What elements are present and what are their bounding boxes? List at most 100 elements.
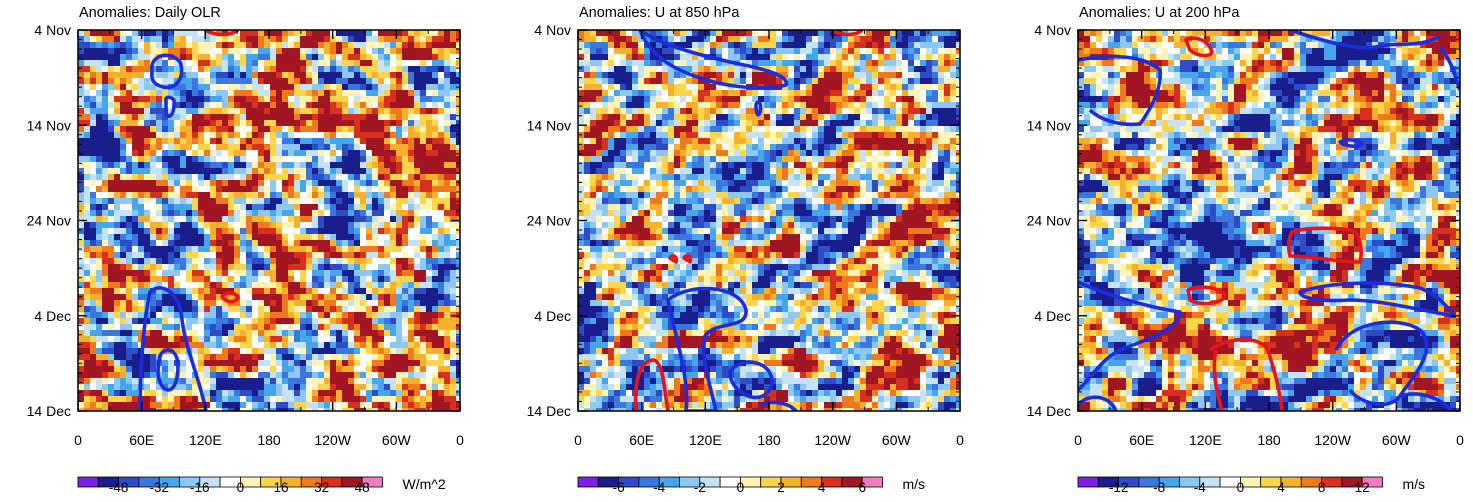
heatmap-cell: [294, 390, 301, 397]
heatmap-cell: [438, 336, 445, 343]
heatmap-cell: [78, 108, 85, 115]
heatmap-cell: [282, 204, 289, 211]
heatmap-cell: [878, 84, 885, 91]
heatmap-cell: [794, 30, 801, 37]
heatmap-cell: [390, 192, 397, 199]
heatmap-cell: [656, 84, 663, 91]
heatmap-cell: [348, 186, 355, 193]
heatmap-cell: [396, 372, 403, 379]
heatmap-cell: [102, 54, 109, 61]
heatmap-cell: [126, 390, 133, 397]
heatmap-cell: [950, 30, 957, 37]
heatmap-cell: [426, 30, 433, 37]
heatmap-cell: [414, 210, 421, 217]
heatmap-cell: [414, 336, 421, 343]
heatmap-cell: [78, 228, 85, 235]
heatmap-cell: [168, 306, 175, 313]
heatmap-cell: [120, 96, 127, 103]
heatmap-cell: [264, 48, 271, 55]
heatmap-cell: [432, 330, 439, 337]
heatmap-cell: [662, 66, 669, 73]
heatmap-cell: [378, 396, 385, 403]
heatmap-cell: [312, 198, 319, 205]
heatmap-cell: [414, 330, 421, 337]
heatmap-cell: [84, 216, 91, 223]
heatmap-cell: [204, 162, 211, 169]
heatmap-cell: [108, 60, 115, 67]
heatmap-cell: [354, 114, 361, 121]
heatmap-cell: [288, 216, 295, 223]
heatmap-cell: [78, 126, 85, 133]
heatmap-cell: [114, 240, 121, 247]
heatmap-cell: [348, 72, 355, 79]
heatmap-cell: [168, 150, 175, 157]
heatmap-cell: [360, 36, 367, 43]
heatmap-cell: [234, 234, 241, 241]
heatmap-cell: [288, 354, 295, 361]
heatmap-cell: [102, 78, 109, 85]
heatmap-cell: [246, 336, 253, 343]
heatmap-cell: [722, 36, 729, 43]
heatmap-cell: [324, 126, 331, 133]
heatmap-cell: [126, 252, 133, 259]
heatmap-cell: [584, 42, 591, 49]
heatmap-cell: [908, 48, 915, 55]
heatmap-cell: [186, 90, 193, 97]
heatmap-cell: [222, 114, 229, 121]
heatmap-cell: [402, 300, 409, 307]
heatmap-cell: [390, 186, 397, 193]
heatmap-cell: [330, 390, 337, 397]
heatmap-cell: [288, 150, 295, 157]
heatmap-cell: [108, 318, 115, 325]
heatmap-cell: [240, 234, 247, 241]
heatmap-cell: [378, 204, 385, 211]
heatmap-cell: [950, 78, 957, 85]
heatmap-cell: [426, 138, 433, 145]
heatmap-cell: [366, 360, 373, 367]
heatmap-cell: [444, 378, 451, 385]
heatmap-cell: [132, 48, 139, 55]
heatmap-cell: [402, 258, 409, 265]
heatmap-cell: [240, 240, 247, 247]
heatmap-cell: [384, 138, 391, 145]
heatmap-cell: [126, 264, 133, 271]
heatmap-cell: [264, 336, 271, 343]
heatmap-cell: [384, 162, 391, 169]
heatmap-cell: [168, 276, 175, 283]
heatmap-cell: [414, 288, 421, 295]
heatmap-cell: [108, 108, 115, 115]
heatmap-cell: [102, 378, 109, 385]
heatmap-cell: [90, 252, 97, 259]
heatmap-cell: [90, 60, 97, 67]
heatmap-cell: [342, 42, 349, 49]
heatmap-cell: [438, 102, 445, 109]
heatmap-cell: [342, 342, 349, 349]
heatmap-cell: [402, 60, 409, 67]
heatmap-cell: [372, 390, 379, 397]
heatmap-cell: [366, 306, 373, 313]
heatmap-cell: [336, 402, 343, 409]
heatmap-cell: [408, 42, 415, 49]
heatmap-cell: [276, 258, 283, 265]
heatmap-cell: [264, 120, 271, 127]
heatmap-cell: [372, 234, 379, 241]
heatmap-cell: [680, 30, 687, 37]
heatmap-cell: [258, 258, 265, 265]
heatmap-cell: [90, 102, 97, 109]
heatmap-cell: [198, 30, 205, 37]
heatmap-cell: [120, 342, 127, 349]
heatmap-cell: [102, 318, 109, 325]
heatmap-cell: [102, 66, 109, 73]
heatmap-cell: [330, 246, 337, 253]
heatmap-cell: [824, 36, 831, 43]
heatmap-cell: [336, 282, 343, 289]
heatmap-cell: [384, 402, 391, 409]
heatmap-cell: [108, 114, 115, 121]
heatmap-cell: [210, 36, 217, 43]
heatmap-cell: [414, 132, 421, 139]
heatmap-cell: [420, 216, 427, 223]
heatmap-cell: [144, 282, 151, 289]
heatmap-cell: [216, 78, 223, 85]
heatmap-cell: [444, 246, 451, 253]
heatmap-cell: [126, 102, 133, 109]
